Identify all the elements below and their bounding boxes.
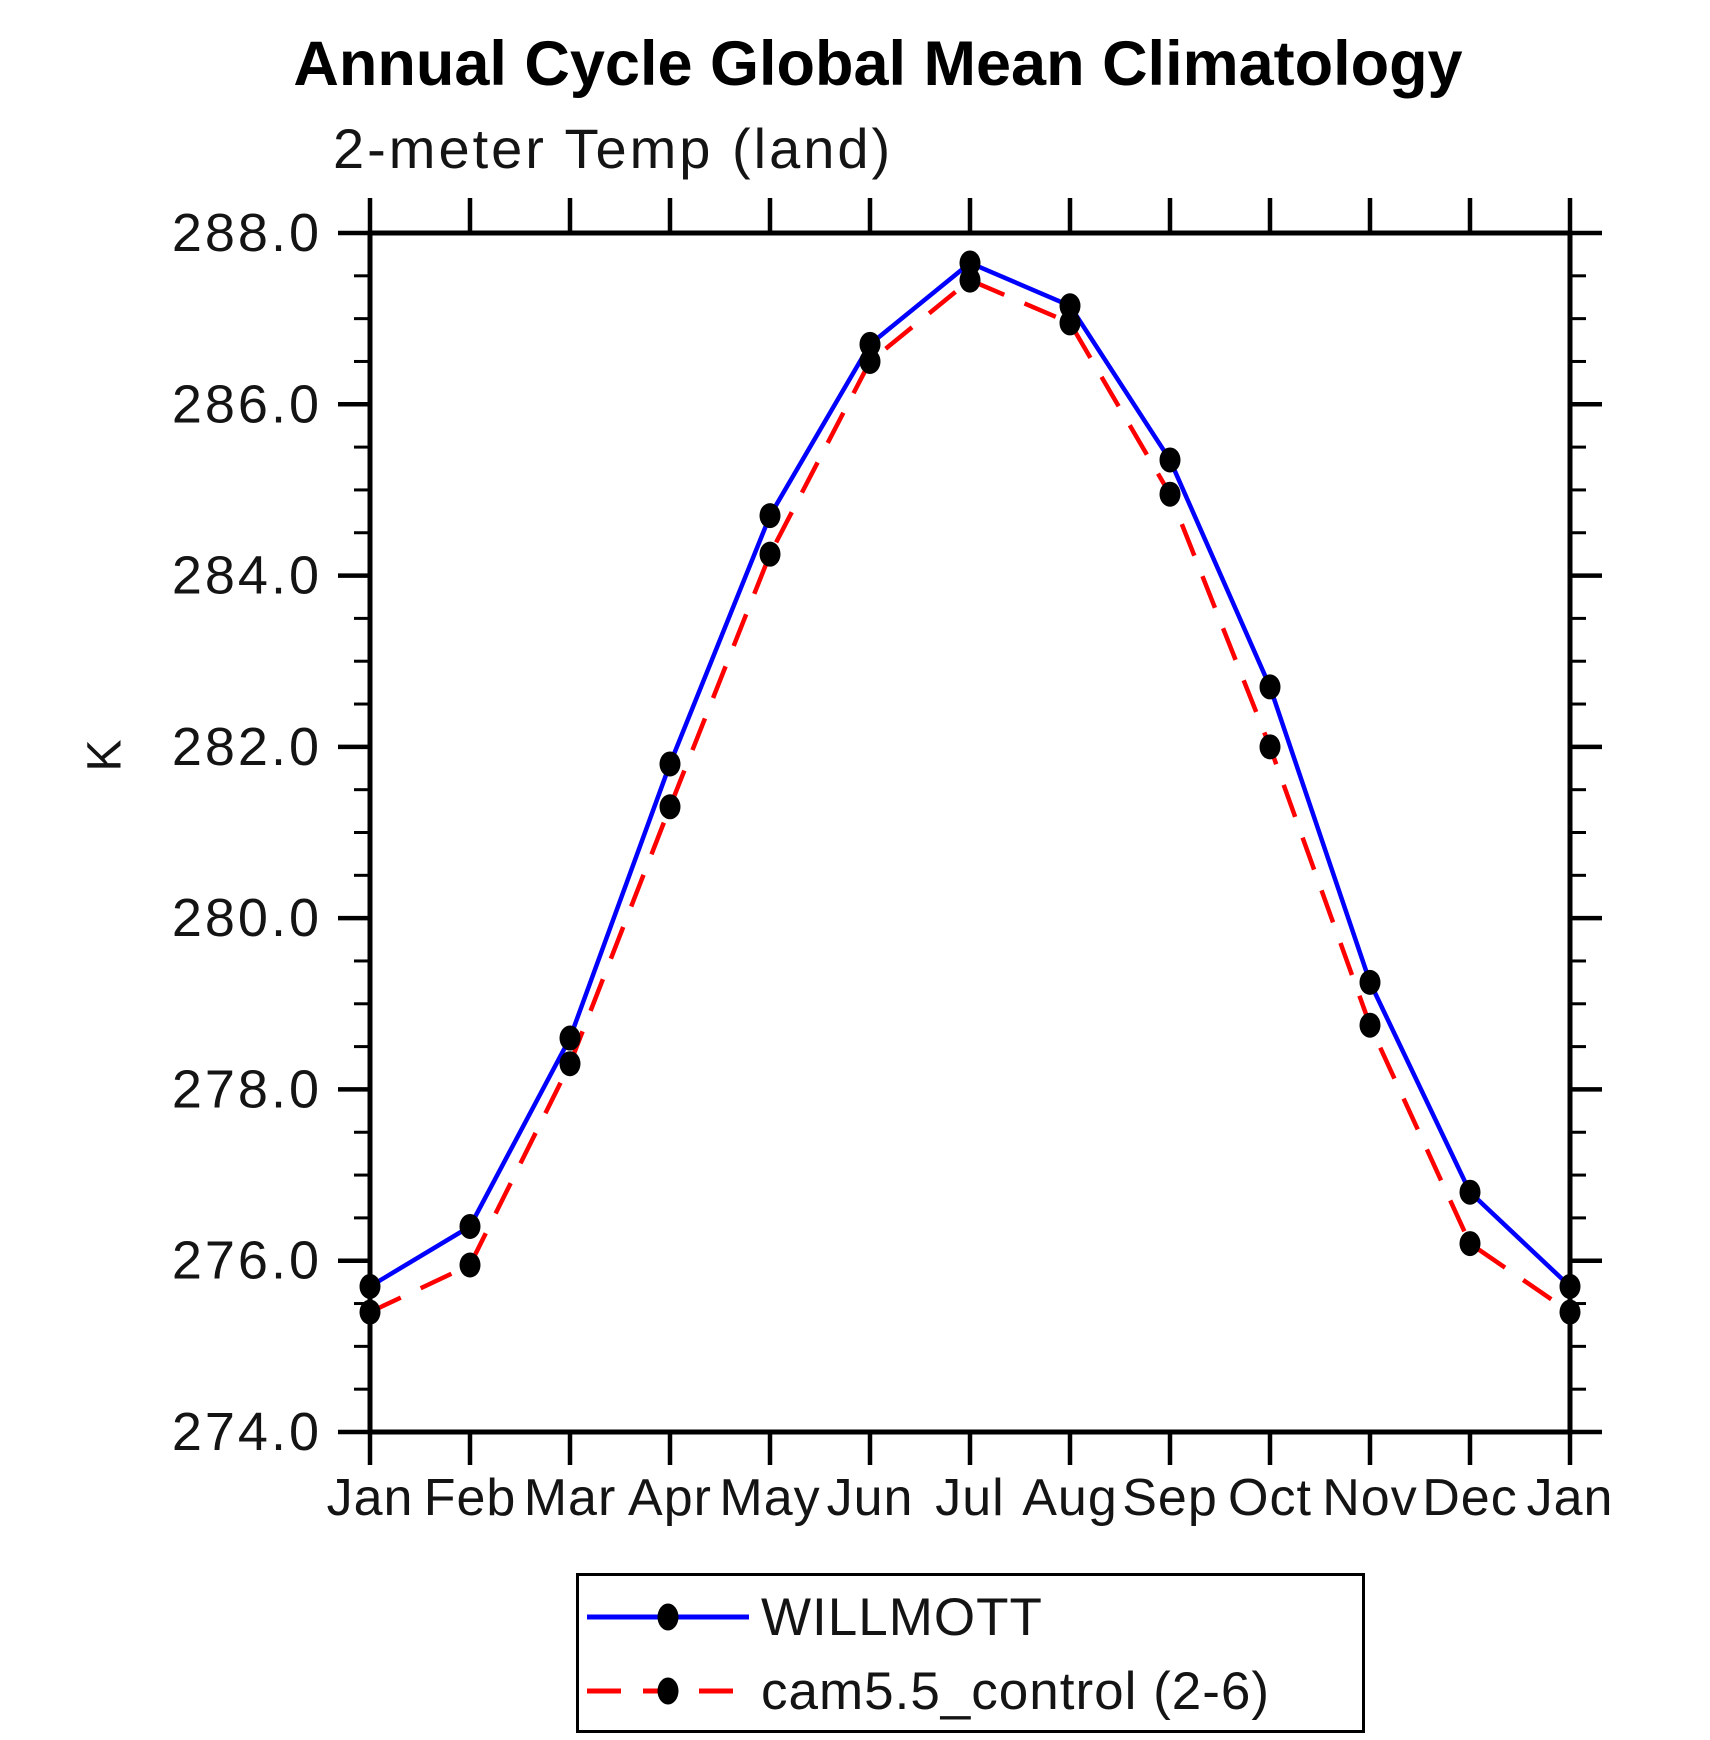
legend-item-willmott: WILLMOTT bbox=[579, 1578, 1043, 1656]
svg-text:278.0: 278.0 bbox=[172, 1059, 322, 1119]
chart-title: Annual Cycle Global Mean Climatology bbox=[293, 29, 1463, 99]
svg-text:May: May bbox=[719, 1469, 820, 1527]
svg-text:Aug: Aug bbox=[1022, 1469, 1118, 1527]
svg-text:Mar: Mar bbox=[524, 1469, 617, 1527]
data-point-markers bbox=[359, 250, 1581, 1325]
svg-text:274.0: 274.0 bbox=[172, 1402, 322, 1462]
svg-text:Oct: Oct bbox=[1228, 1469, 1312, 1527]
svg-text:Dec: Dec bbox=[1422, 1469, 1517, 1527]
svg-text:Jan: Jan bbox=[327, 1469, 414, 1527]
svg-text:286.0: 286.0 bbox=[172, 374, 322, 434]
legend-item-cam55-control: cam5.5_control (2-6) bbox=[579, 1652, 1270, 1730]
legend-label-willmott: WILLMOTT bbox=[761, 1587, 1043, 1647]
svg-text:Sep: Sep bbox=[1122, 1469, 1218, 1527]
y-tick-labels: 274.0 276.0 278.0 280.0 282.0 284.0 286.0 288.0 bbox=[172, 203, 322, 1462]
legend-box: WILLMOTT cam5.5_control (2-6) bbox=[576, 1573, 1365, 1733]
svg-text:288.0: 288.0 bbox=[172, 203, 322, 263]
x-tick-labels: Jan Feb Mar Apr May Jun Jul Aug Sep Oct Nov Dec Jan bbox=[327, 1469, 1614, 1527]
svg-text:280.0: 280.0 bbox=[172, 888, 322, 948]
svg-text:276.0: 276.0 bbox=[172, 1231, 322, 1291]
svg-text:Jul: Jul bbox=[935, 1469, 1004, 1527]
legend-label-cam55-control: cam5.5_control (2-6) bbox=[761, 1661, 1270, 1721]
legend-line-sample-dashed bbox=[587, 1677, 749, 1705]
chart-subtitle: 2-meter Temp (land) bbox=[333, 117, 894, 180]
svg-text:Jan: Jan bbox=[1527, 1469, 1614, 1527]
series-line-willmott bbox=[368, 260, 1572, 1289]
legend-line-sample-solid bbox=[587, 1603, 749, 1631]
svg-text:Jun: Jun bbox=[827, 1469, 914, 1527]
series-line-cam55-control bbox=[369, 277, 1572, 1315]
svg-text:282.0: 282.0 bbox=[172, 717, 322, 777]
plot-frame bbox=[367, 230, 1573, 1435]
svg-text:Nov: Nov bbox=[1322, 1469, 1417, 1527]
svg-text:Feb: Feb bbox=[424, 1469, 517, 1527]
svg-text:284.0: 284.0 bbox=[172, 546, 322, 606]
x-axis-ticks bbox=[367, 198, 1573, 1465]
svg-text:Apr: Apr bbox=[628, 1469, 712, 1527]
y-axis-ticks bbox=[338, 230, 1602, 1435]
